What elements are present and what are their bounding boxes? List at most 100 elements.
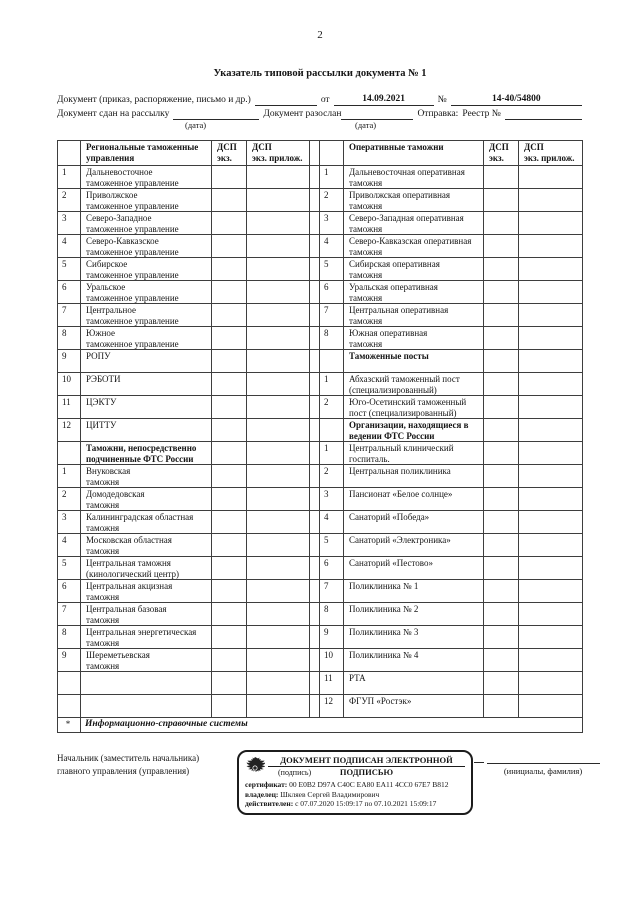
dsp-attachments-cell (518, 326, 583, 350)
org-name-cell: Шереметьевская таможня (80, 648, 212, 672)
table-row: 8 Южное таможенное управление 8 Южная опера… (57, 326, 583, 350)
spacer-cell (309, 395, 320, 419)
signature-underline (487, 762, 600, 764)
spacer-cell (309, 140, 320, 166)
dsp-copies-cell (483, 372, 519, 396)
validity-label: действителен: (245, 799, 294, 808)
right-org-header-cell: Оперативные таможни (343, 140, 484, 166)
dsp-attachments-cell (518, 579, 583, 603)
form-line-1: Документ (приказ, распоряжение, письмо и… (57, 93, 582, 106)
dsp-copies-cell (483, 257, 519, 281)
org-name-cell: Домодедовская таможня (80, 487, 212, 511)
dsp-copies-cell (211, 395, 247, 419)
dsp-attachments-cell (518, 234, 583, 258)
table-header-row: Региональные таможенные управления ДСП э… (57, 140, 583, 166)
dsp-copies-cell (211, 303, 247, 327)
dsp-attachments-cell (518, 188, 583, 212)
info-systems-cell: Информационно-справочные системы (80, 717, 583, 733)
validity-value: с 07.07.2020 15:09:17 по 07.10.2021 15:0… (295, 799, 437, 808)
page-number: 2 (317, 29, 323, 41)
org-name-cell: Центральное таможенное управление (80, 303, 212, 327)
row-number-cell: 2 (319, 395, 344, 419)
dsp-copies-cell (483, 510, 519, 534)
spacer-cell (309, 510, 320, 534)
spacer-cell (309, 487, 320, 511)
owner-line: владелец: Шкляев Сергей Владимирович (245, 790, 465, 800)
table-row: Таможни, непосредственно подчиненные ФТС… (57, 441, 583, 465)
table-row: 9 РОПУ Таможенные посты (57, 349, 583, 373)
table-row: 1 Дальневосточное таможенное управление 1 Д… (57, 165, 583, 189)
document-header-form: Документ (приказ, распоряжение, письмо и… (57, 93, 582, 130)
spacer-cell (309, 188, 320, 212)
dsp-copies-cell (211, 579, 247, 603)
spacer-cell (309, 303, 320, 327)
row-number-cell: 2 (319, 464, 344, 488)
org-name-cell: Северо-Западное таможенное управление (80, 211, 212, 235)
dsp-attachments-cell (246, 234, 310, 258)
table-row: 2 Приволжское таможенное управление 2 Приво… (57, 188, 583, 212)
dispatched-label: Документ разослан (263, 109, 342, 119)
row-number-cell: 8 (319, 326, 344, 350)
dsp-copies-cell (211, 349, 247, 373)
dsp-copies-cell (483, 349, 519, 373)
dsp-copies-cell (483, 694, 519, 718)
row-number-cell: 3 (57, 211, 81, 235)
dsp-copies-cell (211, 441, 247, 465)
dsp-attachments-cell (518, 510, 583, 534)
dsp-attachments-cell (518, 556, 583, 580)
dsp-copies-cell (211, 510, 247, 534)
coat-of-arms-icon (246, 757, 265, 772)
dsp-attachments-cell (246, 694, 310, 718)
dsp-copies-cell (483, 487, 519, 511)
row-number-cell: 5 (319, 533, 344, 557)
dsp-attachments-cell (518, 395, 583, 419)
registry-number-blank (504, 107, 582, 120)
spacer-cell (309, 165, 320, 189)
row-number-cell (57, 441, 81, 465)
stamp-title-line2: ПОДПИСЬЮ (339, 767, 394, 777)
table-row: 4 Московская областная таможня 5 Санаторий … (57, 533, 583, 557)
org-name-cell: Центральная акцизная таможня (80, 579, 212, 603)
dsp-copies-cell (211, 602, 247, 626)
date-caption-1: (дата) (185, 120, 207, 130)
row-number-cell (319, 418, 344, 442)
dsp-attachments-cell (246, 395, 310, 419)
document-type-label: Документ (приказ, распоряжение, письмо и… (57, 95, 251, 105)
dsp-attachments-cell (246, 579, 310, 603)
org-name-cell: Центральная оперативная таможня (343, 303, 484, 327)
dsp-attachments-cell (518, 671, 583, 695)
dsp-copies-cell (211, 533, 247, 557)
dsp-copies-cell (483, 533, 519, 557)
row-number-cell: 10 (57, 372, 81, 396)
org-name-cell: Поликлиника № 3 (343, 625, 484, 649)
from-label: от (320, 95, 330, 105)
spacer-cell (309, 533, 320, 557)
dsp-copies-cell (483, 165, 519, 189)
row-number-cell: 2 (57, 487, 81, 511)
org-name-cell: Пансионат «Белое солнце» (343, 487, 484, 511)
row-number-cell: 1 (319, 441, 344, 465)
table-row: 4 Северо-Кавказское таможенное управление… (57, 234, 583, 258)
row-number-cell (57, 694, 81, 718)
org-name-cell: Южное таможенное управление (80, 326, 212, 350)
row-number-cell: 11 (319, 671, 344, 695)
dsp-copies-cell (483, 648, 519, 672)
table-row: 11 ЦЭКТУ 2 Юго-Осетинский таможенный пост (… (57, 395, 583, 419)
dsp-copies-cell (483, 556, 519, 580)
spacer-cell (309, 648, 320, 672)
row-number-cell: 3 (319, 487, 344, 511)
dsp-attachments-cell (246, 671, 310, 695)
dsp-copies-cell (211, 188, 247, 212)
spacer-cell (309, 602, 320, 626)
org-name-cell: Внуковская таможня (80, 464, 212, 488)
dsp-attachments-cell (246, 211, 310, 235)
spacer-cell (309, 349, 320, 373)
table-row: 6 Уральское таможенное управление 6 Уральск… (57, 280, 583, 304)
org-name-cell: РОПУ (80, 349, 212, 373)
owner-value: Шкляев Сергей Владимирович (280, 789, 380, 799)
org-name-cell: Таможенные посты (343, 349, 484, 373)
spacer-cell (309, 579, 320, 603)
row-number-cell (319, 349, 344, 373)
distribution-table: Региональные таможенные управления ДСП э… (57, 140, 583, 733)
row-number-cell: 5 (57, 257, 81, 281)
